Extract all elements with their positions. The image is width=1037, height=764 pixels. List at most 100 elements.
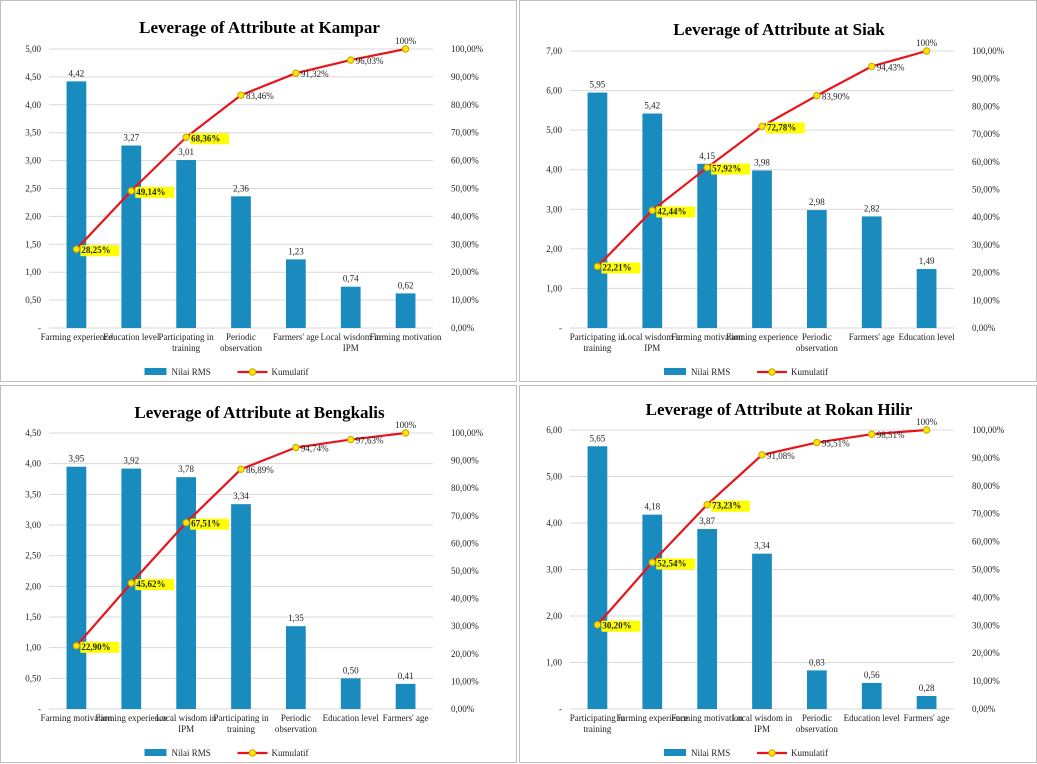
chart-panel-kampar: Leverage of Attribute at Kampar - 0,50 1,00… [0, 0, 517, 382]
category-label: Farming experience [726, 332, 798, 342]
y2-tick-label: 50,00% [972, 565, 1000, 575]
y2-tick-label: 30,00% [451, 621, 479, 631]
category-label: Education level [103, 332, 160, 342]
bar [587, 92, 608, 328]
line-marker [401, 45, 410, 53]
y2-tick-label: 80,00% [972, 481, 1000, 491]
y-tick-label: - [38, 323, 41, 333]
chart-title: Leverage of Attribute at Kampar [139, 18, 380, 37]
y-tick-label: 3,50 [25, 489, 41, 499]
y2-tick-label: 30,00% [451, 239, 479, 249]
category-label: Farmers' age [383, 713, 429, 723]
line-value-label: 100% [395, 36, 417, 46]
chart-panel-bengkalis: Leverage of Attribute at Bengkalis - 0,50 1… [0, 385, 517, 763]
line-value-label: 91,08% [767, 451, 795, 461]
category-label: Local wisdom in IPM [156, 713, 217, 734]
legend-swatch-bar [144, 368, 167, 375]
bar-value-label: 1,23 [288, 246, 304, 256]
y-tick-label: 1,00 [546, 283, 562, 293]
y2-tick-label: 70,00% [972, 129, 1000, 139]
line-label-highlight [711, 163, 750, 175]
bar [66, 466, 87, 709]
y-tick-label: 1,00 [546, 658, 562, 668]
y-tick-label: 1,50 [25, 239, 41, 249]
y2-tick-label: 40,00% [451, 594, 479, 604]
legend-marker [768, 749, 776, 757]
legend-label-line: Kumulatif [791, 748, 828, 758]
legend-label-bar: Nilai RMS [691, 748, 730, 758]
chart-panel-rokan-hilir: Leverage of Attribute at Rokan Hilir - 1,0… [519, 385, 1037, 763]
y2-tick-label: 90,00% [972, 74, 1000, 84]
chart-title: Leverage of Attribute at Rokan Hilir [646, 400, 913, 419]
y2-tick-label: 0,00% [972, 323, 996, 333]
y-tick-label: 3,00 [546, 204, 562, 214]
line-value-label: 83,90% [822, 92, 850, 102]
y-tick-label: 3,00 [546, 565, 562, 575]
line-marker [813, 438, 821, 447]
y-tick-label: 2,00 [546, 611, 562, 621]
legend-marker [248, 749, 257, 757]
bar [340, 286, 361, 328]
bar-value-label: 3,95 [69, 454, 85, 464]
y2-tick-label: 50,00% [972, 185, 1000, 195]
bar [916, 695, 937, 709]
line-marker [72, 642, 81, 650]
y2-tick-label: 0,00% [451, 704, 475, 714]
line-value-label: 30,20% [602, 621, 631, 631]
bar [806, 670, 827, 709]
bar-value-label: 0,41 [398, 671, 414, 681]
chart-title: Leverage of Attribute at Siak [673, 20, 885, 39]
legend-label-bar: Nilai RMS [172, 367, 211, 377]
chart-svg: Leverage of Attribute at Bengkalis - 0,50 1… [25, 403, 484, 758]
chart-svg: Leverage of Attribute at Kampar - 0,50 1,00… [25, 18, 484, 377]
bar-value-label: 4,15 [699, 151, 715, 161]
y2-tick-label: 60,00% [972, 157, 1000, 167]
y-tick-label: - [559, 704, 562, 714]
bar [587, 446, 608, 709]
bar-value-label: 5,95 [590, 80, 606, 90]
line-marker [182, 518, 190, 527]
line-label-highlight [601, 620, 641, 632]
y-tick-label: 4,50 [25, 428, 41, 438]
category-label: Education level [898, 332, 955, 342]
line-marker [237, 465, 245, 473]
line-label-highlight [656, 206, 696, 218]
bar [916, 269, 937, 328]
bar-value-label: 1,35 [288, 613, 304, 623]
bar-value-label: 3,34 [233, 491, 249, 501]
line-value-label: 100% [395, 420, 417, 430]
chart-panel-siak: Leverage of Attribute at Siak - 1,00 2,00 3,… [519, 0, 1037, 382]
line-value-label: 86,89% [246, 465, 274, 475]
bar-value-label: 4,18 [644, 502, 660, 512]
bar-value-label: 5,42 [644, 101, 660, 111]
y2-tick-label: 40,00% [451, 211, 479, 221]
bar-value-label: 3,27 [123, 133, 139, 143]
bar-value-label: 5,65 [590, 433, 606, 443]
bar [395, 293, 416, 328]
y2-tick-label: 90,00% [972, 453, 1000, 463]
line-value-label: 100% [916, 38, 938, 48]
y2-tick-label: 30,00% [972, 240, 1000, 250]
y-tick-label: 4,50 [25, 72, 41, 82]
line-marker [127, 579, 135, 587]
y2-tick-label: 60,00% [972, 537, 1000, 547]
line-value-label: 91,32% [301, 69, 329, 79]
line-marker [922, 47, 931, 55]
category-label: Periodic observation [796, 713, 838, 734]
bar-value-label: 2,82 [864, 203, 880, 213]
y2-tick-label: 10,00% [451, 295, 479, 305]
category-label: Farming experience [95, 713, 167, 723]
bar-value-label: 2,98 [809, 197, 825, 207]
category-label: Farming experience [41, 332, 113, 342]
line-label-highlight [190, 518, 229, 530]
line-marker [72, 245, 81, 253]
bar-value-label: 0,56 [864, 670, 880, 680]
line-value-label: 45,62% [136, 579, 165, 589]
line-marker [703, 163, 711, 172]
y-tick-label: 3,00 [25, 156, 41, 166]
y-tick-label: 4,00 [546, 165, 562, 175]
bar [752, 170, 772, 328]
category-label: Farmers' age [904, 713, 950, 723]
bar [861, 682, 882, 709]
y-tick-label: - [38, 704, 41, 714]
